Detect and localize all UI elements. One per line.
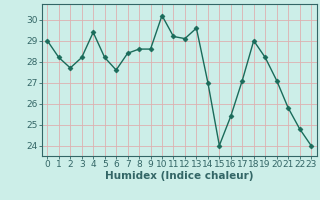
X-axis label: Humidex (Indice chaleur): Humidex (Indice chaleur) <box>105 171 253 181</box>
